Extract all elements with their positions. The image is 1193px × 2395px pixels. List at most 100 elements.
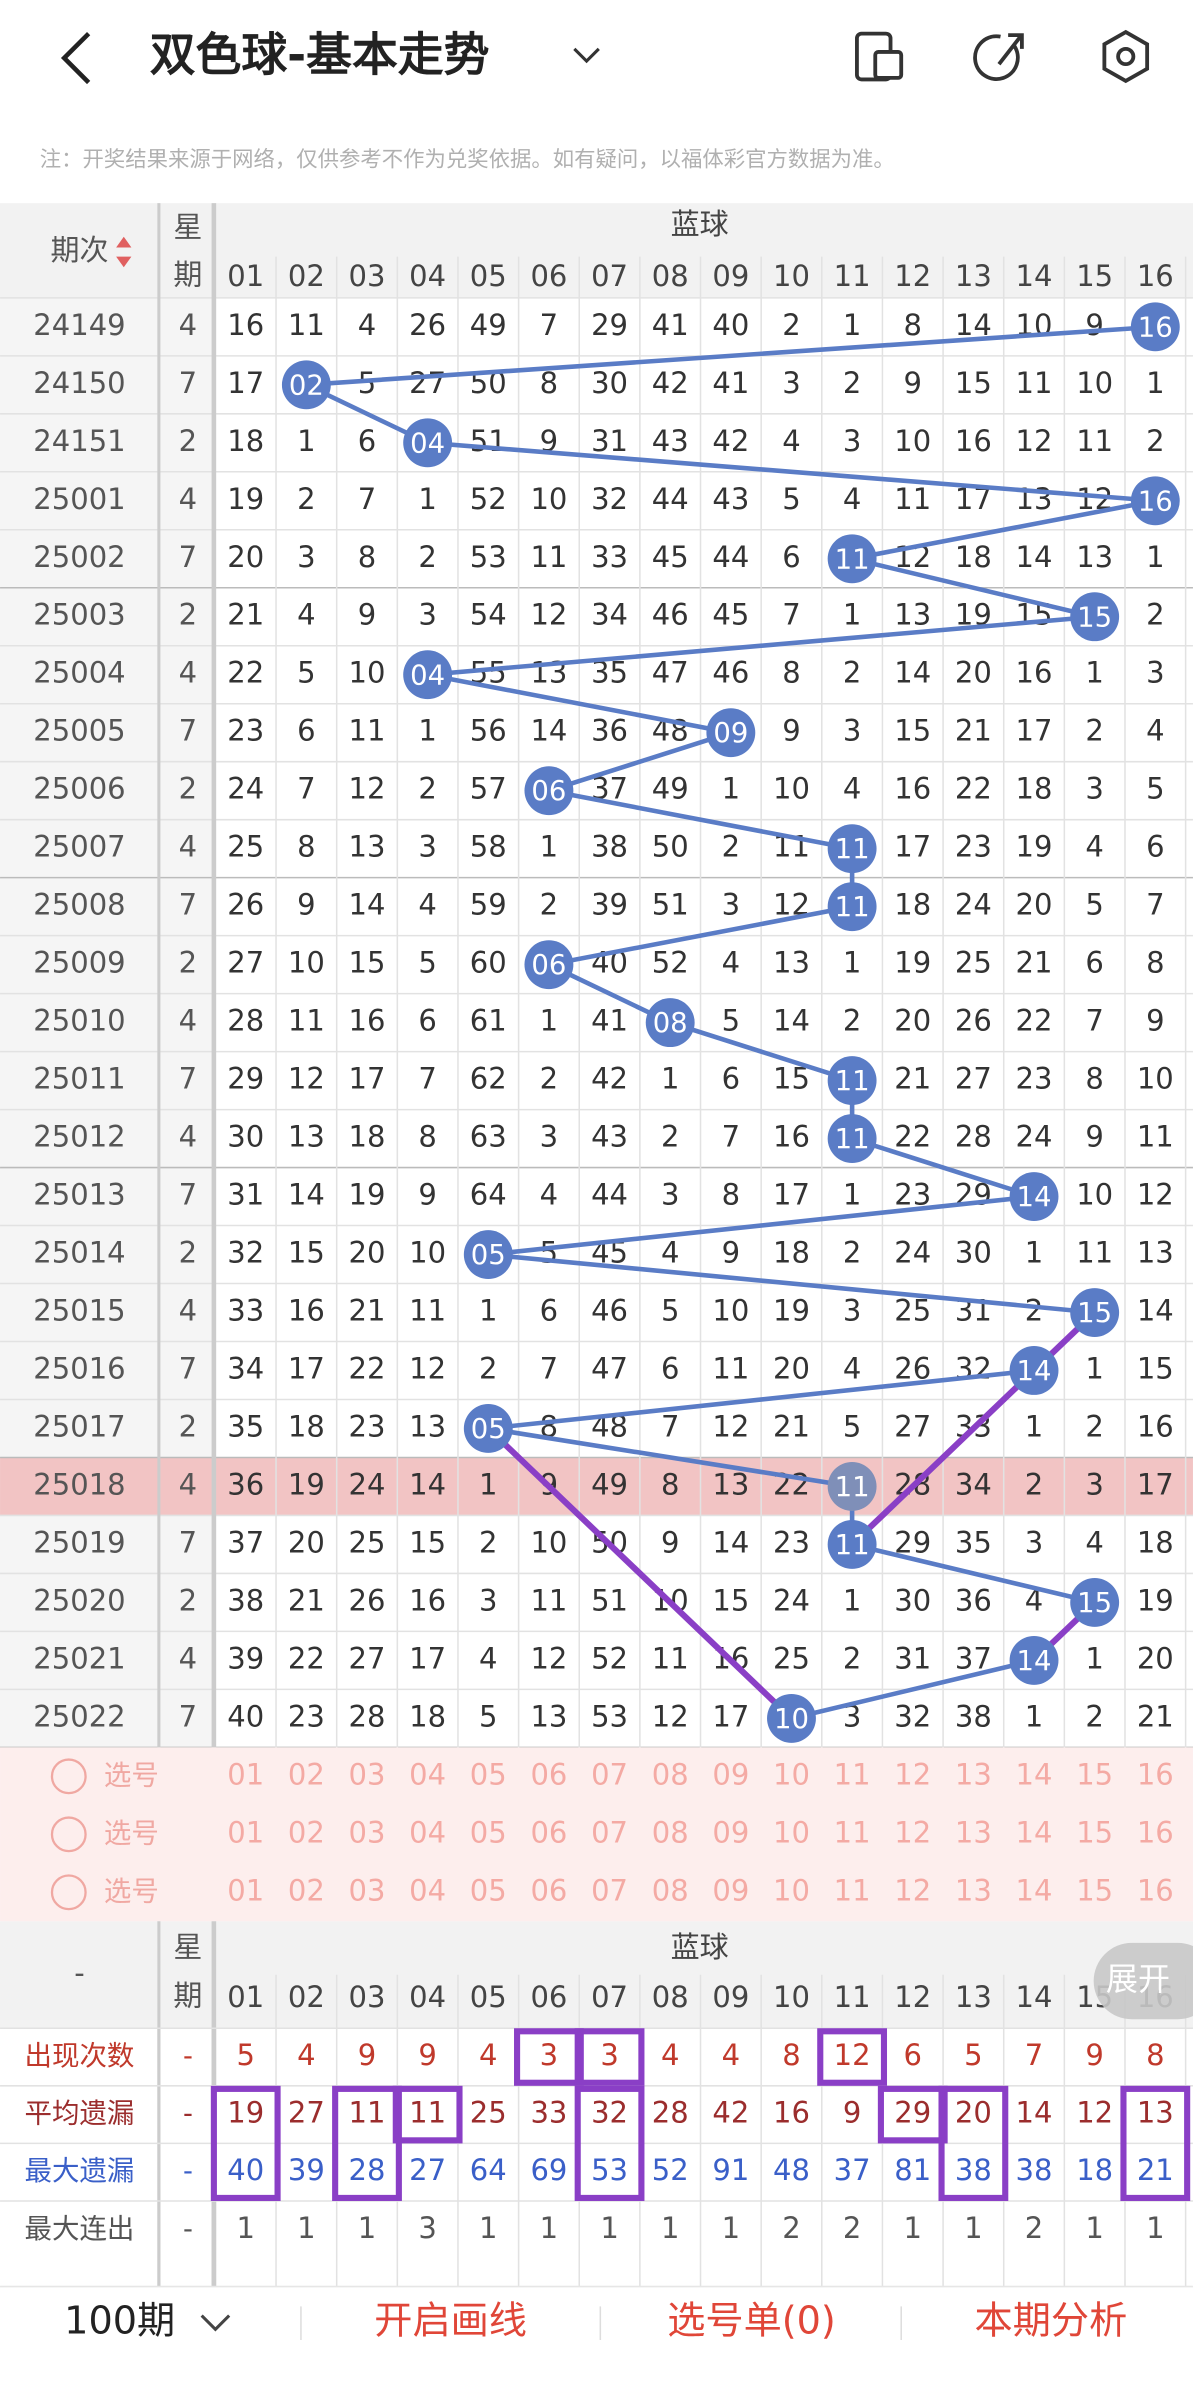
pick-radio[interactable] (50, 1816, 87, 1853)
pick-number[interactable]: 10 (773, 1757, 810, 1791)
cell: 6 (661, 1351, 679, 1385)
pick-number[interactable]: 16 (1137, 1757, 1174, 1791)
cell: 2 (1085, 1409, 1103, 1443)
cell: 12 (1137, 1178, 1174, 1212)
weekday: 4 (179, 656, 197, 690)
pick-number[interactable]: 12 (894, 1873, 931, 1907)
share-icon[interactable] (973, 33, 1024, 81)
pick-number[interactable]: 06 (530, 1815, 567, 1849)
pick-number[interactable]: 02 (288, 1757, 325, 1791)
cell: 9 (540, 424, 558, 458)
pick-number[interactable]: 14 (1016, 1757, 1053, 1791)
stats-value: 1 (479, 2211, 497, 2245)
cell: 43 (591, 1120, 628, 1154)
pick-number[interactable]: 03 (349, 1757, 386, 1791)
pick-number[interactable]: 04 (409, 1815, 446, 1849)
stats-value: 4 (297, 2038, 315, 2072)
pick-number[interactable]: 04 (409, 1757, 446, 1791)
device-icon[interactable] (855, 31, 904, 82)
pick-number[interactable]: 01 (227, 1873, 264, 1907)
cell: 10 (773, 772, 810, 806)
pick-number[interactable]: 15 (1076, 1873, 1113, 1907)
pick-number[interactable]: 15 (1076, 1815, 1113, 1849)
pick-number[interactable]: 01 (227, 1815, 264, 1849)
cell: 6 (782, 540, 800, 574)
pick-number[interactable]: 16 (1137, 1873, 1174, 1907)
pick-number[interactable]: 13 (955, 1757, 992, 1791)
pick-number[interactable]: 02 (288, 1873, 325, 1907)
pick-number[interactable]: 08 (652, 1757, 689, 1791)
stats-label: 平均遗漏 (24, 2098, 134, 2130)
cell: 16 (1137, 1409, 1174, 1443)
pick-number[interactable]: 10 (773, 1815, 810, 1849)
pick-radio[interactable] (50, 1758, 87, 1795)
pick-number[interactable]: 11 (834, 1815, 871, 1849)
cell: 10 (349, 656, 386, 690)
weekday: 7 (179, 540, 197, 574)
pick-number[interactable]: 06 (530, 1757, 567, 1791)
pick-number[interactable]: 13 (955, 1873, 992, 1907)
title-dropdown[interactable] (573, 47, 600, 64)
pick-number[interactable]: 14 (1016, 1873, 1053, 1907)
pick-number[interactable]: 01 (227, 1757, 264, 1791)
pick-number[interactable]: 03 (349, 1815, 386, 1849)
pick-number[interactable]: 10 (773, 1873, 810, 1907)
settings-icon[interactable] (1102, 29, 1150, 84)
ball-number: 04 (410, 659, 445, 691)
stats-value: 1 (904, 2211, 922, 2245)
pick-number[interactable]: 14 (1016, 1815, 1053, 1849)
expand-label[interactable]: 展开 (1106, 1960, 1170, 1998)
stats-value: 9 (418, 2038, 436, 2072)
pick-number[interactable]: 03 (349, 1873, 386, 1907)
cell: 6 (418, 1004, 436, 1038)
pick-number[interactable]: 06 (530, 1873, 567, 1907)
pick-number[interactable]: 09 (712, 1873, 749, 1907)
pick-number[interactable]: 02 (288, 1815, 325, 1849)
pick-number[interactable]: 05 (470, 1757, 507, 1791)
cell: 18 (349, 1120, 386, 1154)
stats-weekday: - (183, 2098, 193, 2130)
back-button[interactable] (60, 31, 91, 85)
pick-number[interactable]: 12 (894, 1757, 931, 1791)
cell: 24 (773, 1583, 810, 1617)
cell: 42 (712, 424, 749, 458)
pick-number[interactable]: 04 (409, 1873, 446, 1907)
period-dropdown[interactable] (200, 2314, 231, 2332)
cell: 8 (358, 540, 376, 574)
expand-button[interactable] (1093, 1942, 1193, 2020)
pick-number[interactable]: 07 (591, 1757, 628, 1791)
ball (463, 1404, 513, 1453)
pick-number[interactable]: 16 (1137, 1815, 1174, 1849)
cell: 10 (288, 946, 325, 980)
pick-number[interactable]: 07 (591, 1815, 628, 1849)
column-header: 04 (409, 259, 446, 293)
column-header: 10 (773, 1980, 810, 2014)
pick-radio[interactable] (50, 1874, 87, 1911)
column-header: 02 (288, 1980, 325, 2014)
analysis-button[interactable]: 本期分析 (975, 2300, 1128, 2344)
stats-value: 6 (904, 2038, 922, 2072)
pick-number[interactable]: 08 (652, 1815, 689, 1849)
pick-number[interactable]: 08 (652, 1873, 689, 1907)
pick-number[interactable]: 09 (712, 1815, 749, 1849)
pick-number[interactable]: 07 (591, 1873, 628, 1907)
pick-number[interactable]: 05 (470, 1815, 507, 1849)
pick-number[interactable]: 05 (470, 1873, 507, 1907)
draw-button[interactable]: 开启画线 (374, 2300, 527, 2344)
sort-icon[interactable] (116, 236, 132, 268)
period-select[interactable]: 100期 (64, 2300, 175, 2344)
picks-button[interactable]: 选号单(0) (667, 2300, 836, 2344)
cell: 9 (297, 888, 315, 922)
pick-number[interactable]: 11 (834, 1873, 871, 1907)
pick-number[interactable]: 11 (834, 1757, 871, 1791)
period: 25022 (33, 1699, 125, 1733)
stats-value: 3 (600, 2038, 618, 2072)
cell: 32 (227, 1236, 264, 1270)
stats-value: 1 (1146, 2211, 1164, 2245)
cell: 23 (773, 1525, 810, 1559)
pick-number[interactable]: 09 (712, 1757, 749, 1791)
cell: 1 (1085, 656, 1103, 690)
pick-number[interactable]: 13 (955, 1815, 992, 1849)
pick-number[interactable]: 15 (1076, 1757, 1113, 1791)
pick-number[interactable]: 12 (894, 1815, 931, 1849)
